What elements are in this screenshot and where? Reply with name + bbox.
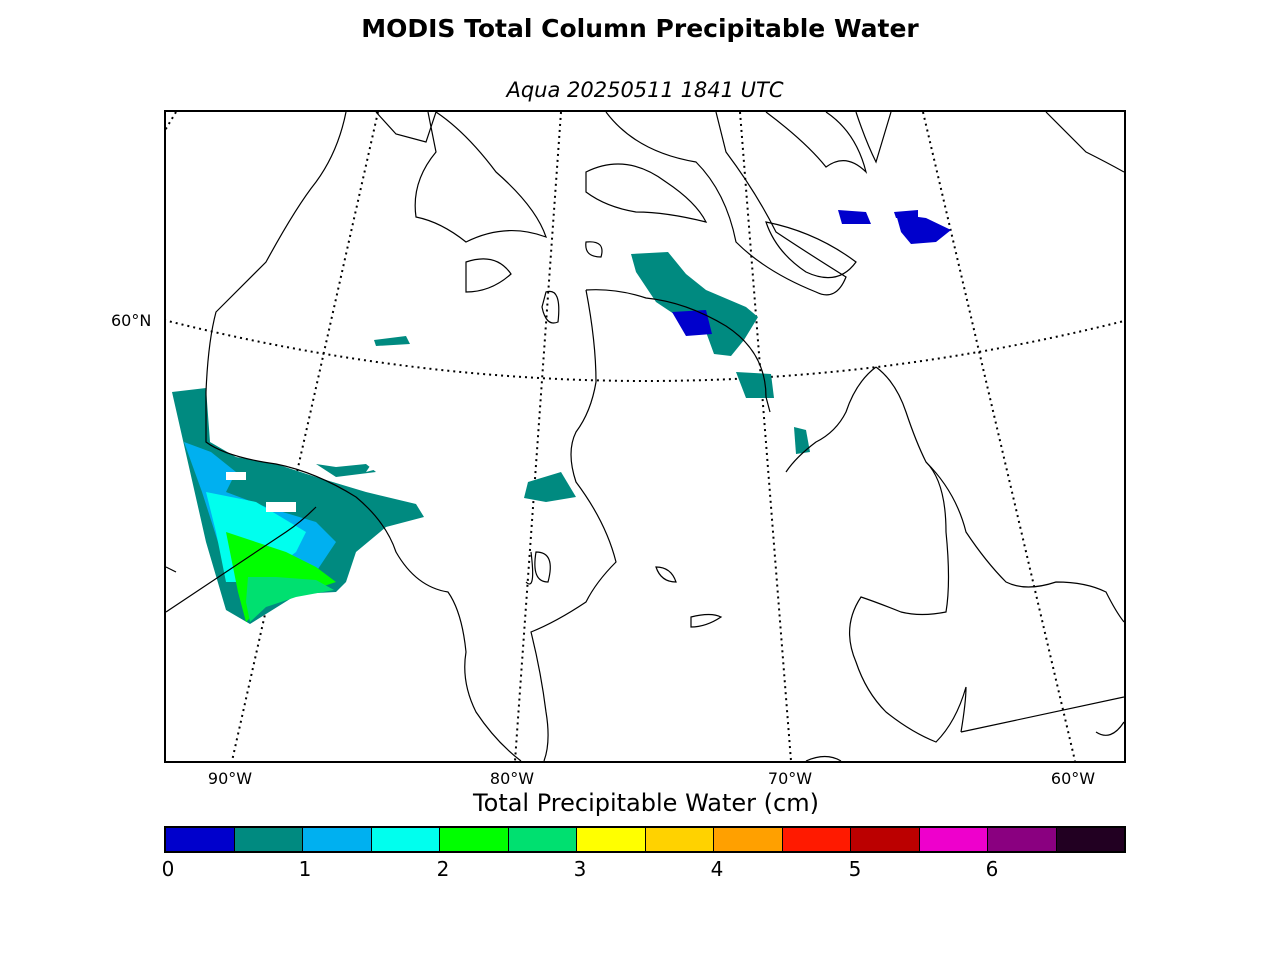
meridian-60w: [922, 112, 1076, 761]
lon-label-80w: 80°W: [489, 769, 535, 788]
colorbar-segment-6: [577, 828, 646, 851]
colorbar-segment-1: [234, 828, 303, 851]
colorbar-tick-4: 4: [710, 857, 724, 881]
colorbar-segment-8: [714, 828, 783, 851]
colorbar-tick-6: 6: [985, 857, 999, 881]
colorbar-segment-12: [988, 828, 1057, 851]
colorbar-title: Total Precipitable Water (cm): [473, 789, 819, 817]
colorbar-segment-10: [851, 828, 920, 851]
colorbar-segment-0: [166, 828, 235, 851]
colorbar-tick-2: 2: [436, 857, 450, 881]
colorbar-segment-4: [440, 828, 509, 851]
colorbar-segment-9: [782, 828, 851, 851]
parallel-60n: [166, 319, 1124, 382]
colorbar-tick-0: 0: [161, 857, 175, 881]
colorbar-segment-5: [508, 828, 577, 851]
lat-label-60n: 60°N: [111, 311, 152, 330]
colorbar-tick-1: 1: [298, 857, 312, 881]
colorbar-segment-13: [1056, 828, 1124, 851]
colorbar-tick-5: 5: [848, 857, 862, 881]
colorbar-segment-2: [303, 828, 372, 851]
lon-label-70w: 70°W: [767, 769, 813, 788]
colorbar-segment-11: [919, 828, 988, 851]
chart-subtitle: Aqua 20250511 1841 UTC: [506, 78, 784, 102]
meridian-80w: [514, 112, 562, 761]
map-canvas: [166, 112, 1124, 761]
coastlines: [166, 112, 1124, 761]
colorbar-segment-7: [645, 828, 714, 851]
colorbar: [164, 826, 1126, 853]
lon-label-60w: 60°W: [1050, 769, 1096, 788]
lon-label-90w: 90°W: [207, 769, 253, 788]
tpw-patches: [374, 210, 951, 502]
chart-title: MODIS Total Column Precipitable Water: [361, 14, 919, 43]
colorbar-segment-3: [371, 828, 440, 851]
meridian-70w: [739, 112, 792, 761]
tpw-swath-west: [172, 388, 424, 624]
meridian-100w: [166, 112, 177, 131]
colorbar-tick-3: 3: [573, 857, 587, 881]
map-panel: [164, 110, 1126, 763]
meridian-90w: [231, 112, 379, 761]
